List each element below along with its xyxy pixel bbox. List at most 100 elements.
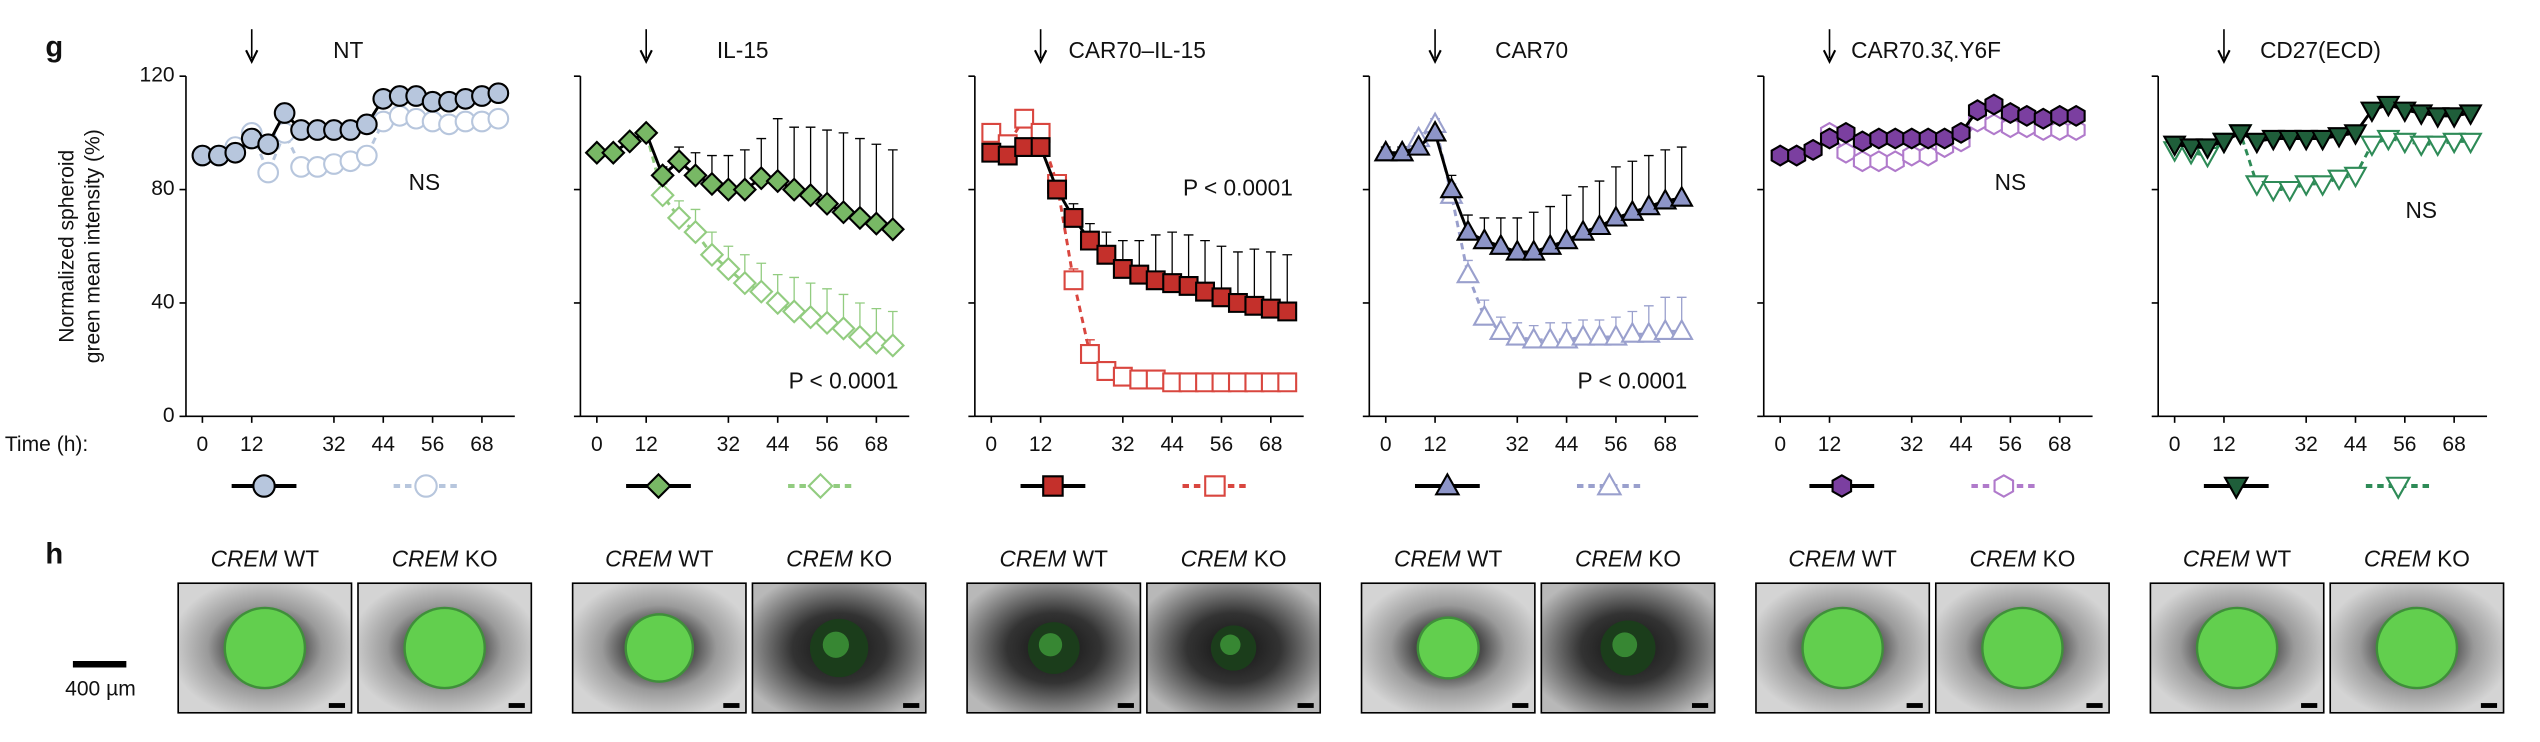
- marker: [2162, 135, 2187, 158]
- marker: [1277, 372, 1298, 393]
- marker: [1260, 372, 1281, 393]
- image-scale-bar: [2301, 703, 2318, 708]
- marker: [1885, 150, 1905, 173]
- marker: [2442, 107, 2467, 129]
- marker: [683, 163, 708, 188]
- spheroid-core: [822, 631, 849, 658]
- marker: [2327, 169, 2352, 192]
- image-scale-bar: [1691, 703, 1709, 708]
- spheroid-core: [225, 609, 304, 687]
- marker: [1603, 324, 1628, 346]
- marker: [1488, 318, 1513, 340]
- marker: [2359, 101, 2384, 124]
- marker: [1669, 318, 1694, 340]
- marker: [1505, 239, 1530, 261]
- marker: [2376, 95, 2401, 118]
- x-tick-label: 32: [1900, 433, 1923, 456]
- marker: [880, 217, 905, 242]
- x-tick-label: 68: [1654, 433, 1677, 456]
- x-tick-label: 12: [634, 433, 657, 456]
- gene-name: CREM: [786, 546, 853, 572]
- genotype: WT: [1073, 546, 1108, 572]
- legend-marker: [1596, 472, 1623, 496]
- marker: [765, 168, 790, 194]
- marker: [2458, 132, 2483, 155]
- genotype: WT: [678, 546, 713, 572]
- marker: [716, 177, 741, 202]
- image-label: CREM WT: [2183, 546, 2292, 572]
- marker: [1096, 244, 1117, 265]
- gene-name: CREM: [392, 546, 459, 572]
- marker: [1571, 219, 1596, 241]
- image-scale-bar: [2480, 703, 2498, 708]
- gene-name: CREM: [1575, 546, 1642, 572]
- marker: [847, 205, 873, 231]
- marker: [1669, 185, 1694, 207]
- marker: [2392, 132, 2417, 155]
- x-tick-label: 0: [2169, 433, 2181, 456]
- chart-title: NT: [333, 37, 363, 63]
- marker: [2244, 132, 2269, 155]
- marker: [1063, 207, 1084, 228]
- marker: [2017, 104, 2037, 127]
- marker: [1819, 127, 1840, 150]
- spheroid-core: [1038, 633, 1063, 657]
- marker: [1803, 138, 1823, 161]
- marker: [1145, 270, 1166, 291]
- marker: [1227, 293, 1248, 313]
- image-scale-bar: [1906, 703, 1923, 708]
- x-tick-label: 68: [470, 433, 493, 456]
- legend-marker: [414, 474, 438, 498]
- marker: [2343, 124, 2368, 146]
- marker: [2425, 107, 2450, 129]
- image-label: CREM WT: [211, 546, 320, 572]
- marker: [1178, 372, 1199, 393]
- marker: [1918, 127, 1938, 150]
- marker: [257, 161, 280, 184]
- gene-name: CREM: [211, 546, 278, 572]
- genotype: WT: [1862, 546, 1897, 572]
- arrow-head: [1034, 49, 1048, 64]
- marker: [2244, 175, 2269, 197]
- marker: [1620, 199, 1645, 221]
- marker: [2343, 166, 2368, 189]
- marker: [650, 183, 675, 208]
- marker: [1227, 372, 1248, 393]
- legend-marker: [1204, 475, 1226, 497]
- marker: [1112, 366, 1133, 387]
- marker: [2409, 135, 2434, 158]
- gene-name: CREM: [2364, 546, 2431, 572]
- spheroid-core: [2198, 609, 2276, 687]
- marker: [1852, 150, 1872, 173]
- marker: [1195, 372, 1216, 393]
- marker: [798, 183, 823, 208]
- y-tick-label: 80: [151, 177, 174, 200]
- marker: [1112, 258, 1133, 279]
- marker: [2327, 127, 2352, 149]
- arrow-head: [1428, 49, 1442, 64]
- y-axis-label: green mean intensity (%): [82, 129, 105, 363]
- marker: [1488, 233, 1513, 255]
- marker: [2359, 135, 2384, 158]
- x-tick-label: 12: [2212, 433, 2235, 456]
- image-scale-bar: [508, 703, 525, 708]
- y-tick-label: 0: [163, 404, 175, 427]
- marker: [1505, 324, 1530, 346]
- x-tick-label: 0: [591, 433, 603, 456]
- marker: [2211, 132, 2236, 155]
- marker: [1521, 239, 1546, 261]
- marker: [1472, 304, 1497, 326]
- marker: [1423, 120, 1448, 142]
- x-tick-label: 44: [766, 433, 790, 456]
- marker: [732, 270, 758, 296]
- x-tick-label: 68: [1259, 433, 1282, 456]
- gene-name: CREM: [2183, 546, 2250, 572]
- marker: [2277, 180, 2302, 203]
- x-tick-label: 0: [1380, 433, 1392, 456]
- marker: [847, 324, 873, 350]
- marker: [1935, 127, 1955, 150]
- marker: [1636, 193, 1661, 216]
- marker: [1653, 188, 1678, 210]
- x-tick-label: 12: [240, 433, 263, 456]
- marker: [1587, 213, 1612, 236]
